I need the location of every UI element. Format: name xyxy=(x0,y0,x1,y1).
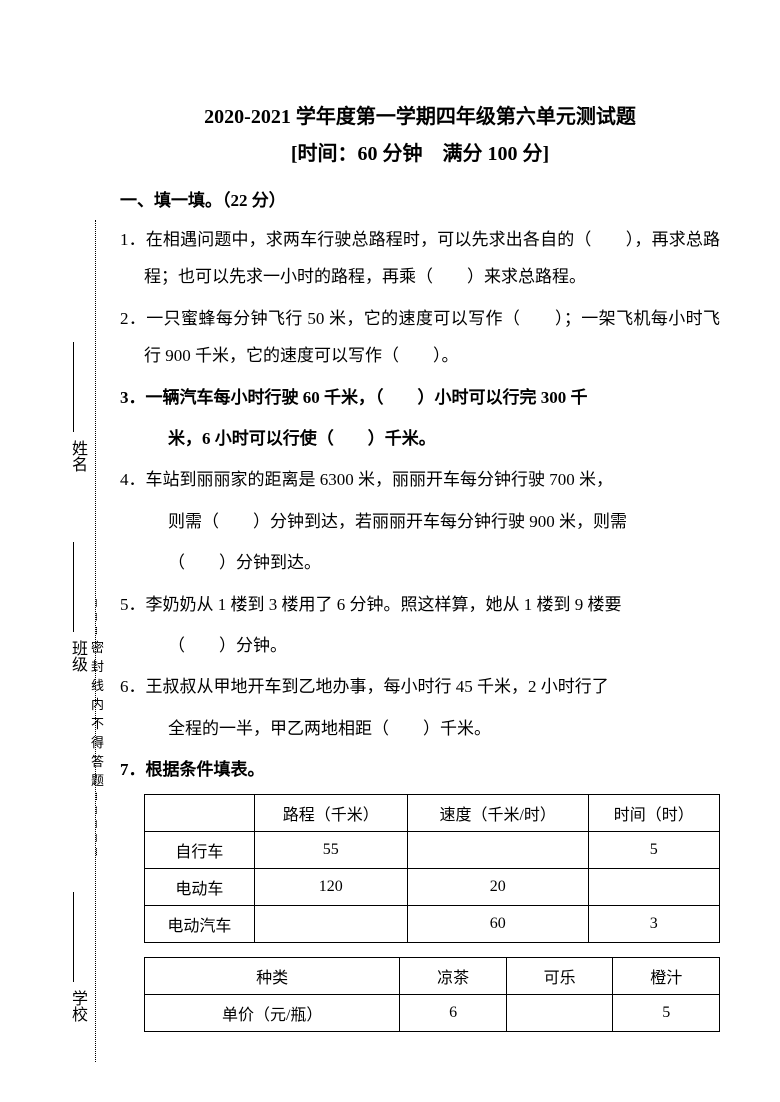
question-6-line1: 6．王叔叔从甲地开车到乙地办事，每小时行 45 千米，2 小时行了 xyxy=(120,668,720,705)
question-4-line2: 则需（ ）分钟到达，若丽丽开车每分钟行驶 900 米，则需 xyxy=(120,503,720,540)
table-1: 路程（千米） 速度（千米/时） 时间（时） 自行车 55 5 电动车 120 2… xyxy=(144,794,720,943)
exam-subtitle: [时间：60 分钟 满分 100 分] xyxy=(120,137,720,166)
table-cell: 120 xyxy=(254,869,407,906)
question-5-line1: 5．李奶奶从 1 楼到 3 楼用了 6 分钟。照这样算，她从 1 楼到 9 楼要 xyxy=(120,586,720,623)
table-row: 单价（元/瓶） 6 5 xyxy=(145,995,720,1032)
table-cell: 种类 xyxy=(145,958,400,995)
table-row: 电动车 120 20 xyxy=(145,869,720,906)
question-2: 2．一只蜜蜂每分钟飞行 50 米，它的速度可以写作（ ）；一架飞机每小时飞行 9… xyxy=(120,300,720,375)
table-cell: 3 xyxy=(588,906,719,943)
table-cell: 凉茶 xyxy=(400,958,507,995)
table-cell xyxy=(254,906,407,943)
table-row: 路程（千米） 速度（千米/时） 时间（时） xyxy=(145,795,720,832)
question-1: 1．在相遇问题中，求两车行驶总路程时，可以先求出各自的（ ），再求总路程；也可以… xyxy=(120,221,720,296)
table-cell: 20 xyxy=(407,869,588,906)
table-cell: 5 xyxy=(613,995,720,1032)
table-1-wrap: 路程（千米） 速度（千米/时） 时间（时） 自行车 55 5 电动车 120 2… xyxy=(120,794,720,943)
table-cell: 速度（千米/时） xyxy=(407,795,588,832)
table-cell: 6 xyxy=(400,995,507,1032)
table-row: 电动汽车 60 3 xyxy=(145,906,720,943)
label-class: 班级 xyxy=(65,640,89,672)
underline-class xyxy=(73,542,74,632)
underline-school xyxy=(73,892,74,982)
table-cell: 可乐 xyxy=(506,958,613,995)
table-cell: 5 xyxy=(588,832,719,869)
table-cell: 55 xyxy=(254,832,407,869)
dotted-fold-line xyxy=(95,220,96,1062)
question-5-line2: （ ）分钟。 xyxy=(120,627,720,664)
exam-title: 2020-2021 学年度第一学期四年级第六单元测试题 xyxy=(120,100,720,129)
question-3-line1: 3．一辆汽车每小时行驶 60 千米，（ ）小时可以行完 300 千 xyxy=(120,379,720,416)
table-cell xyxy=(145,795,255,832)
label-school: 学校 xyxy=(65,990,89,1022)
underline-name xyxy=(73,342,74,432)
table-cell: 电动车 xyxy=(145,869,255,906)
table-cell: 路程（千米） xyxy=(254,795,407,832)
table-2: 种类 凉茶 可乐 橙汁 单价（元/瓶） 6 5 xyxy=(144,957,720,1032)
question-4-line3: （ ）分钟到达。 xyxy=(120,544,720,581)
table-cell: 电动汽车 xyxy=(145,906,255,943)
table-cell: 单价（元/瓶） xyxy=(145,995,400,1032)
table-cell: 橙汁 xyxy=(613,958,720,995)
seal-line-text: ┈┈┈密封线内不得答题┈┈┈┈┈ xyxy=(87,599,106,862)
label-name: 姓名 xyxy=(65,440,89,472)
question-4-line1: 4．车站到丽丽家的距离是 6300 米，丽丽开车每分钟行驶 700 米， xyxy=(120,461,720,498)
table-cell xyxy=(506,995,613,1032)
table-cell: 60 xyxy=(407,906,588,943)
question-7: 7．根据条件填表。 xyxy=(120,751,720,788)
table-cell xyxy=(407,832,588,869)
question-6-line2: 全程的一半，甲乙两地相距（ ）千米。 xyxy=(120,710,720,747)
question-3-line2: 米，6 小时可以行使（ ）千米。 xyxy=(120,420,720,457)
table-row: 自行车 55 5 xyxy=(145,832,720,869)
table-row: 种类 凉茶 可乐 橙汁 xyxy=(145,958,720,995)
table-cell xyxy=(588,869,719,906)
binding-sidebar: 姓名 班级 学校 ┈┈┈密封线内不得答题┈┈┈┈┈ xyxy=(65,220,105,1062)
table-2-wrap: 种类 凉茶 可乐 橙汁 单价（元/瓶） 6 5 xyxy=(120,957,720,1032)
table-cell: 时间（时） xyxy=(588,795,719,832)
table-cell: 自行车 xyxy=(145,832,255,869)
section-1-header: 一、填一填。（22 分） xyxy=(120,186,720,211)
